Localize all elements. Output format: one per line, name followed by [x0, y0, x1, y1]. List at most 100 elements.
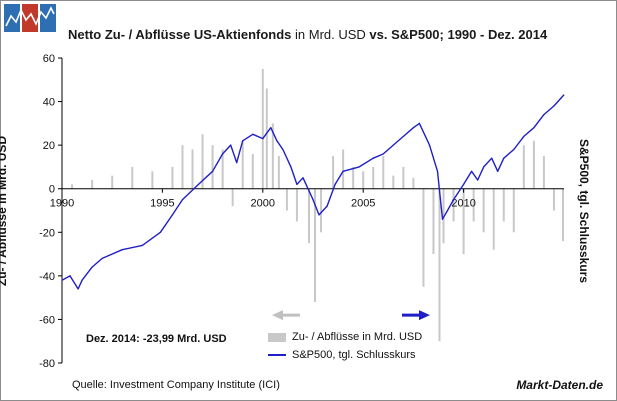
- sp500-point: [212, 170, 214, 172]
- flow-bar: [320, 188, 323, 233]
- flow-bar: [151, 171, 154, 189]
- y-tick-label: 0: [49, 184, 55, 196]
- logo-tile-2: [22, 4, 38, 32]
- flow-bar: [91, 180, 94, 189]
- sp500-point: [181, 199, 184, 201]
- sp500-point: [543, 114, 545, 116]
- sp500-point: [553, 105, 555, 107]
- sp500-point: [497, 170, 499, 172]
- legend-label-sp500: S&P500, tgl. Schlusskurs: [292, 349, 416, 361]
- sp500-point: [270, 127, 272, 129]
- sp500-point: [290, 166, 292, 168]
- chart-title: Netto Zu- / Abflüsse US-Aktienfonds in M…: [68, 27, 547, 42]
- chart-title-part-2: in Mrd. USD: [291, 27, 370, 42]
- flow-bar: [201, 134, 204, 189]
- flow-bar: [352, 166, 355, 189]
- sp500-point: [358, 166, 360, 168]
- y-tick-label: 40: [43, 97, 55, 109]
- sp500-point: [312, 199, 314, 201]
- y-tick-label: 60: [43, 53, 55, 65]
- sp500-point: [69, 275, 71, 277]
- legend-swatch-bar: [268, 332, 286, 342]
- sp500-point: [91, 266, 93, 268]
- arrow-right-head: [419, 310, 430, 321]
- legend-item-sp500: S&P500, tgl. Schlusskurs: [268, 346, 422, 364]
- sp500-point: [334, 183, 336, 185]
- flow-bar: [452, 188, 455, 222]
- sp500-point: [318, 214, 320, 216]
- flow-bar: [402, 166, 405, 189]
- flow-bar: [542, 156, 545, 189]
- flow-bar: [181, 145, 184, 189]
- plot-area: [62, 58, 564, 363]
- chart-annotation: Dez. 2014: -23,99 Mrd. USD: [86, 333, 227, 345]
- flow-bar: [552, 188, 555, 211]
- y-tick-label: -60: [39, 314, 55, 326]
- sp500-point: [262, 138, 264, 140]
- flow-bar: [362, 171, 365, 189]
- arrow-left-head: [272, 310, 283, 321]
- sp500-point: [242, 140, 244, 142]
- flow-bar: [522, 145, 525, 189]
- logo-zigzag: [5, 6, 55, 27]
- sp500-point: [491, 157, 493, 159]
- flow-bar: [462, 188, 465, 255]
- flow-bar: [251, 153, 254, 189]
- flow-bar: [422, 188, 425, 287]
- sp500-point: [236, 161, 238, 164]
- flow-bar: [265, 88, 268, 189]
- x-tick-label: 2005: [351, 198, 375, 210]
- legend-swatch-line: [268, 354, 286, 356]
- flow-bar: [492, 188, 495, 250]
- y-tick-label: -80: [39, 358, 55, 370]
- legend: Zu- / Abflüsse in Mrd. USD S&P500, tgl. …: [268, 328, 422, 364]
- sp500-point: [302, 177, 304, 179]
- sp500-point: [326, 205, 328, 207]
- markt-daten-logo: [4, 4, 56, 32]
- sp500-point: [77, 288, 79, 290]
- flow-bar: [372, 166, 375, 189]
- y-tick-label: -20: [39, 227, 55, 239]
- sp500-point: [282, 148, 284, 151]
- flow-bar: [261, 68, 264, 189]
- flow-bar: [241, 140, 244, 189]
- flow-bar: [392, 175, 395, 189]
- flow-bar: [342, 149, 345, 189]
- x-tick-label: 2000: [251, 198, 275, 210]
- flow-bar: [285, 188, 288, 211]
- legend-item-flows: Zu- / Abflüsse in Mrd. USD: [268, 328, 422, 346]
- sp500-point: [372, 157, 374, 159]
- sp500-point: [252, 133, 254, 135]
- flow-bar: [412, 177, 415, 189]
- flow-bar: [295, 188, 298, 222]
- sp500-point: [222, 153, 224, 155]
- y-axis-title-text: Zu- / Abflüsse in Mrd. USD: [0, 135, 9, 287]
- flow-bar: [307, 188, 310, 244]
- sp500-point: [418, 122, 421, 124]
- sp500-point: [471, 170, 473, 172]
- sp500-point: [276, 140, 278, 142]
- y-tick-label: -40: [39, 271, 55, 283]
- sp500-point: [533, 127, 535, 129]
- sp500-point: [121, 249, 123, 251]
- sp500-point: [81, 279, 83, 281]
- sp500-point: [412, 127, 414, 129]
- flow-bar: [314, 188, 317, 302]
- sp500-point: [402, 135, 404, 138]
- flow-bar: [171, 166, 174, 189]
- sp500-point: [61, 279, 63, 281]
- sp500-point: [392, 144, 394, 146]
- x-tick-label: 1990: [50, 198, 74, 210]
- sp500-point: [141, 244, 143, 246]
- sp500-point: [428, 144, 431, 146]
- flow-bar: [512, 188, 515, 233]
- x-tick-label: 1995: [150, 198, 174, 210]
- flow-bar: [442, 188, 445, 244]
- sp500-point: [503, 157, 505, 159]
- flow-bar: [561, 188, 564, 241]
- secondary-axis-title-text: S&P500, tgl. Schlusskurs: [577, 138, 591, 284]
- flow-bar: [432, 188, 435, 255]
- sp500-point: [197, 183, 200, 185]
- sp500-point: [230, 144, 232, 146]
